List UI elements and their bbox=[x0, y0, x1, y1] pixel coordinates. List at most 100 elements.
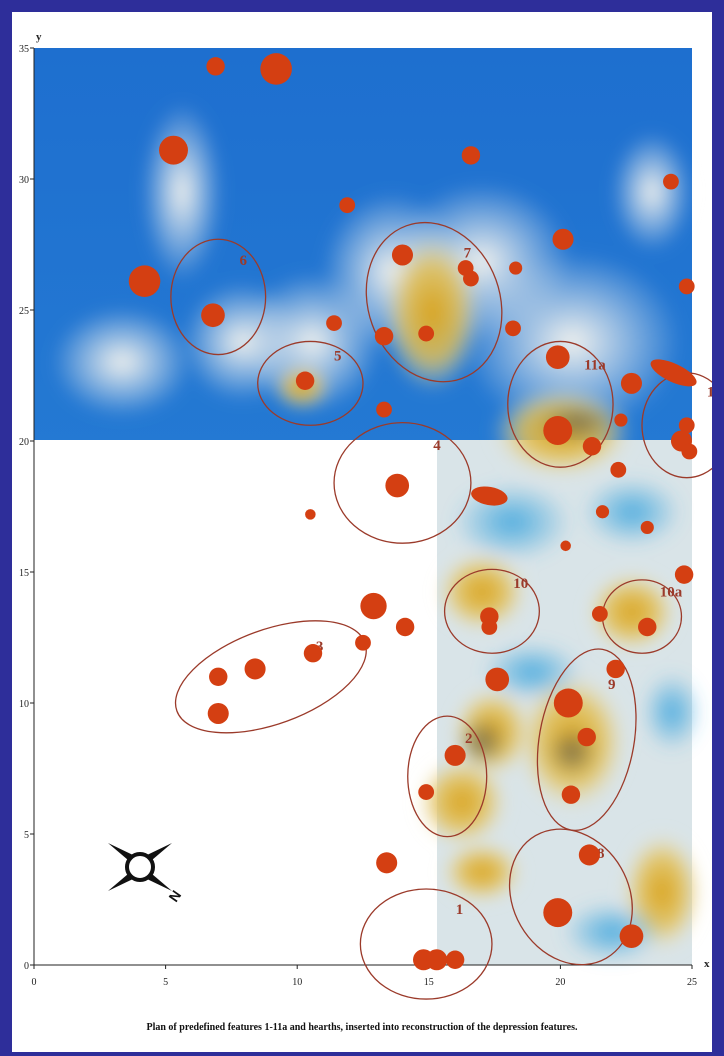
feature-ellipse-6 bbox=[170, 238, 267, 356]
hearth-point bbox=[376, 852, 398, 874]
hearth-point bbox=[395, 617, 415, 637]
feature-ellipse-3 bbox=[174, 620, 367, 734]
feature-ellipse-4 bbox=[333, 422, 472, 544]
feature-ellipse-1 bbox=[359, 888, 493, 1000]
hearth-point bbox=[614, 413, 628, 427]
hearth-point bbox=[209, 667, 228, 687]
hearth-point bbox=[620, 372, 642, 394]
hearth-point bbox=[561, 785, 581, 804]
feature-label-10a: 10a bbox=[660, 584, 683, 600]
feature-ellipse-9 bbox=[536, 648, 637, 832]
hearth-point bbox=[674, 565, 694, 584]
feature-label-5: 5 bbox=[334, 348, 342, 364]
hearth-point bbox=[418, 325, 435, 342]
hearth-point bbox=[339, 197, 356, 214]
hearth-point bbox=[244, 658, 266, 680]
feature-label-8: 8 bbox=[597, 846, 605, 862]
hearth-point bbox=[376, 401, 392, 418]
x-axis-label: x bbox=[704, 958, 710, 970]
hearth-point bbox=[543, 416, 573, 445]
hearth-point bbox=[326, 315, 342, 331]
hearth-point bbox=[481, 619, 498, 635]
feature-label-11a: 11a bbox=[584, 358, 606, 374]
hearth-point bbox=[582, 437, 602, 456]
hearth-point bbox=[606, 659, 625, 679]
hearth-point bbox=[681, 443, 698, 460]
hearth-point bbox=[543, 898, 573, 928]
feature-ellipse-11a bbox=[507, 340, 614, 468]
y-tick-label: 20 bbox=[19, 437, 29, 448]
feature-label-2: 2 bbox=[465, 731, 473, 747]
hearth-point bbox=[663, 173, 679, 190]
hearth-point bbox=[444, 744, 466, 766]
hearth-point bbox=[305, 509, 316, 520]
x-tick-label: 0 bbox=[32, 977, 37, 988]
hearth-point bbox=[577, 727, 596, 747]
feature-ellipse-7 bbox=[365, 221, 503, 383]
hearth-point bbox=[207, 702, 229, 725]
hearth-point bbox=[545, 345, 570, 370]
hearth-point bbox=[650, 359, 697, 387]
hearth-point bbox=[678, 278, 695, 295]
hearth-point bbox=[485, 667, 510, 692]
x-tick-label: 15 bbox=[424, 977, 434, 988]
hearth-point bbox=[360, 592, 387, 620]
y-tick-label: 30 bbox=[19, 175, 29, 186]
feature-label-4: 4 bbox=[433, 438, 441, 454]
hearth-point bbox=[260, 53, 292, 85]
hearth-points bbox=[128, 53, 698, 971]
hearth-point bbox=[201, 303, 225, 328]
feature-ellipse-5 bbox=[257, 340, 364, 426]
hearth-point bbox=[505, 320, 521, 337]
hearth-point bbox=[445, 950, 465, 969]
hearth-point bbox=[552, 228, 574, 250]
hearth-point bbox=[560, 540, 571, 552]
feature-label-7: 7 bbox=[464, 245, 472, 261]
hearth-point bbox=[471, 486, 508, 506]
feature-label-11: 11 bbox=[707, 384, 712, 400]
feature-label-10: 10 bbox=[513, 576, 528, 592]
hearth-point bbox=[509, 261, 523, 275]
x-tick-label: 25 bbox=[687, 977, 697, 988]
y-tick-label: 0 bbox=[24, 961, 29, 972]
hearth-point bbox=[591, 606, 608, 622]
hearth-point bbox=[391, 244, 414, 266]
feature-ellipse-2 bbox=[407, 715, 488, 838]
hearth-point bbox=[355, 634, 371, 651]
hearth-point bbox=[619, 924, 644, 949]
x-tick-label: 10 bbox=[292, 977, 302, 988]
y-tick-label: 5 bbox=[24, 830, 29, 841]
hearth-point bbox=[385, 473, 410, 498]
hearth-point bbox=[128, 265, 161, 297]
hearth-point bbox=[374, 326, 394, 346]
hearth-point bbox=[638, 617, 657, 637]
north-arrow-icon: N bbox=[108, 843, 184, 905]
hearth-point bbox=[461, 146, 481, 165]
y-axis-label: y bbox=[36, 31, 42, 43]
y-tick-label: 10 bbox=[19, 699, 29, 710]
hearth-point bbox=[206, 57, 225, 76]
compass-north-label: N bbox=[165, 887, 184, 904]
depression-reconstruction bbox=[34, 48, 702, 965]
figure-caption: Plan of predefined features 1-11a and he… bbox=[146, 1022, 578, 1033]
hearth-point bbox=[303, 644, 323, 663]
x-tick-label: 20 bbox=[555, 977, 565, 988]
hearth-point bbox=[295, 371, 315, 390]
feature-ellipse-8 bbox=[508, 828, 633, 966]
hearth-point bbox=[553, 688, 583, 718]
hearth-point bbox=[640, 520, 654, 535]
feature-ellipse-10 bbox=[443, 568, 540, 654]
y-tick-label: 35 bbox=[19, 44, 29, 55]
hearth-point bbox=[678, 417, 695, 434]
feature-label-6: 6 bbox=[240, 253, 248, 269]
hearth-point bbox=[159, 135, 188, 165]
hearth-point bbox=[418, 784, 435, 800]
y-tick-label: 15 bbox=[19, 568, 29, 579]
feature-label-9: 9 bbox=[608, 677, 616, 693]
hearth-point bbox=[578, 844, 600, 866]
hearth-point bbox=[463, 270, 479, 287]
y-tick-label: 25 bbox=[19, 306, 29, 317]
hearth-point bbox=[426, 949, 448, 971]
